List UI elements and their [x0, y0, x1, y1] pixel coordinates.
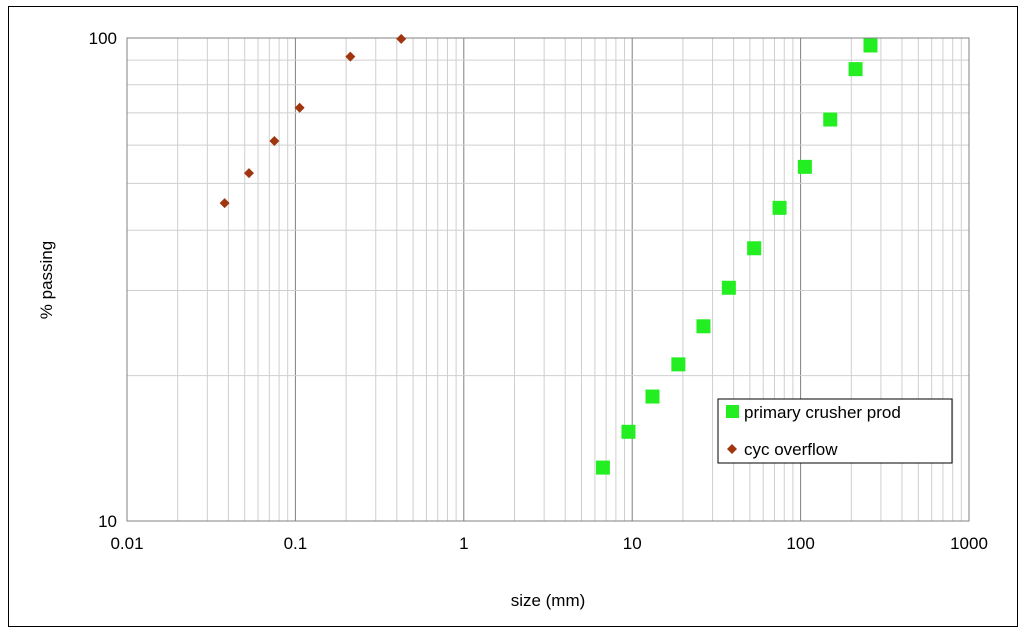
data-point-cyc-overflow	[396, 33, 407, 44]
x-tick-label: 0.01	[110, 534, 143, 553]
x-tick-label: 100	[786, 534, 814, 553]
data-point-cyc-overflow	[219, 198, 230, 209]
data-point-primary-crusher-prod	[595, 460, 610, 475]
data-point-primary-crusher-prod	[797, 159, 812, 174]
data-point-primary-crusher-prod	[696, 319, 711, 334]
plot-border	[126, 37, 970, 522]
y-tick-label: 10	[98, 512, 117, 531]
data-point-cyc-overflow	[269, 135, 280, 146]
data-point-cyc-overflow	[345, 51, 356, 62]
x-tick-label: 0.1	[284, 534, 308, 553]
data-point-primary-crusher-prod	[747, 241, 762, 256]
grid-lines	[126, 38, 969, 522]
x-tick-label: 1	[459, 534, 468, 553]
legend-marker-primary-crusher-prod	[726, 405, 739, 418]
data-point-primary-crusher-prod	[772, 200, 787, 215]
data-point-primary-crusher-prod	[721, 280, 736, 295]
legend-box	[717, 398, 953, 464]
x-tick-label: 10	[623, 534, 642, 553]
data-point-primary-crusher-prod	[863, 38, 878, 53]
x-axis-title: size (mm)	[511, 591, 586, 610]
series-group	[219, 33, 878, 475]
legend-label-cyc-overflow: cyc overflow	[744, 440, 838, 459]
legend: primary crusher prod cyc overflow	[717, 398, 953, 464]
data-point-primary-crusher-prod	[645, 389, 660, 404]
y-tick-label: 100	[89, 29, 117, 48]
data-point-primary-crusher-prod	[671, 357, 686, 372]
data-point-primary-crusher-prod	[848, 62, 863, 77]
x-tick-label: 1000	[950, 534, 988, 553]
y-axis-title: % passing	[37, 241, 56, 319]
data-point-primary-crusher-prod	[621, 424, 636, 439]
data-point-cyc-overflow	[243, 168, 254, 179]
tick-labels: 0.01 0.1 1 10 100 1000 10 100	[89, 29, 988, 553]
legend-label-primary-crusher-prod: primary crusher prod	[744, 403, 901, 422]
data-point-cyc-overflow	[294, 102, 305, 113]
data-point-primary-crusher-prod	[823, 112, 838, 127]
legend-marker-cyc-overflow	[727, 444, 737, 454]
